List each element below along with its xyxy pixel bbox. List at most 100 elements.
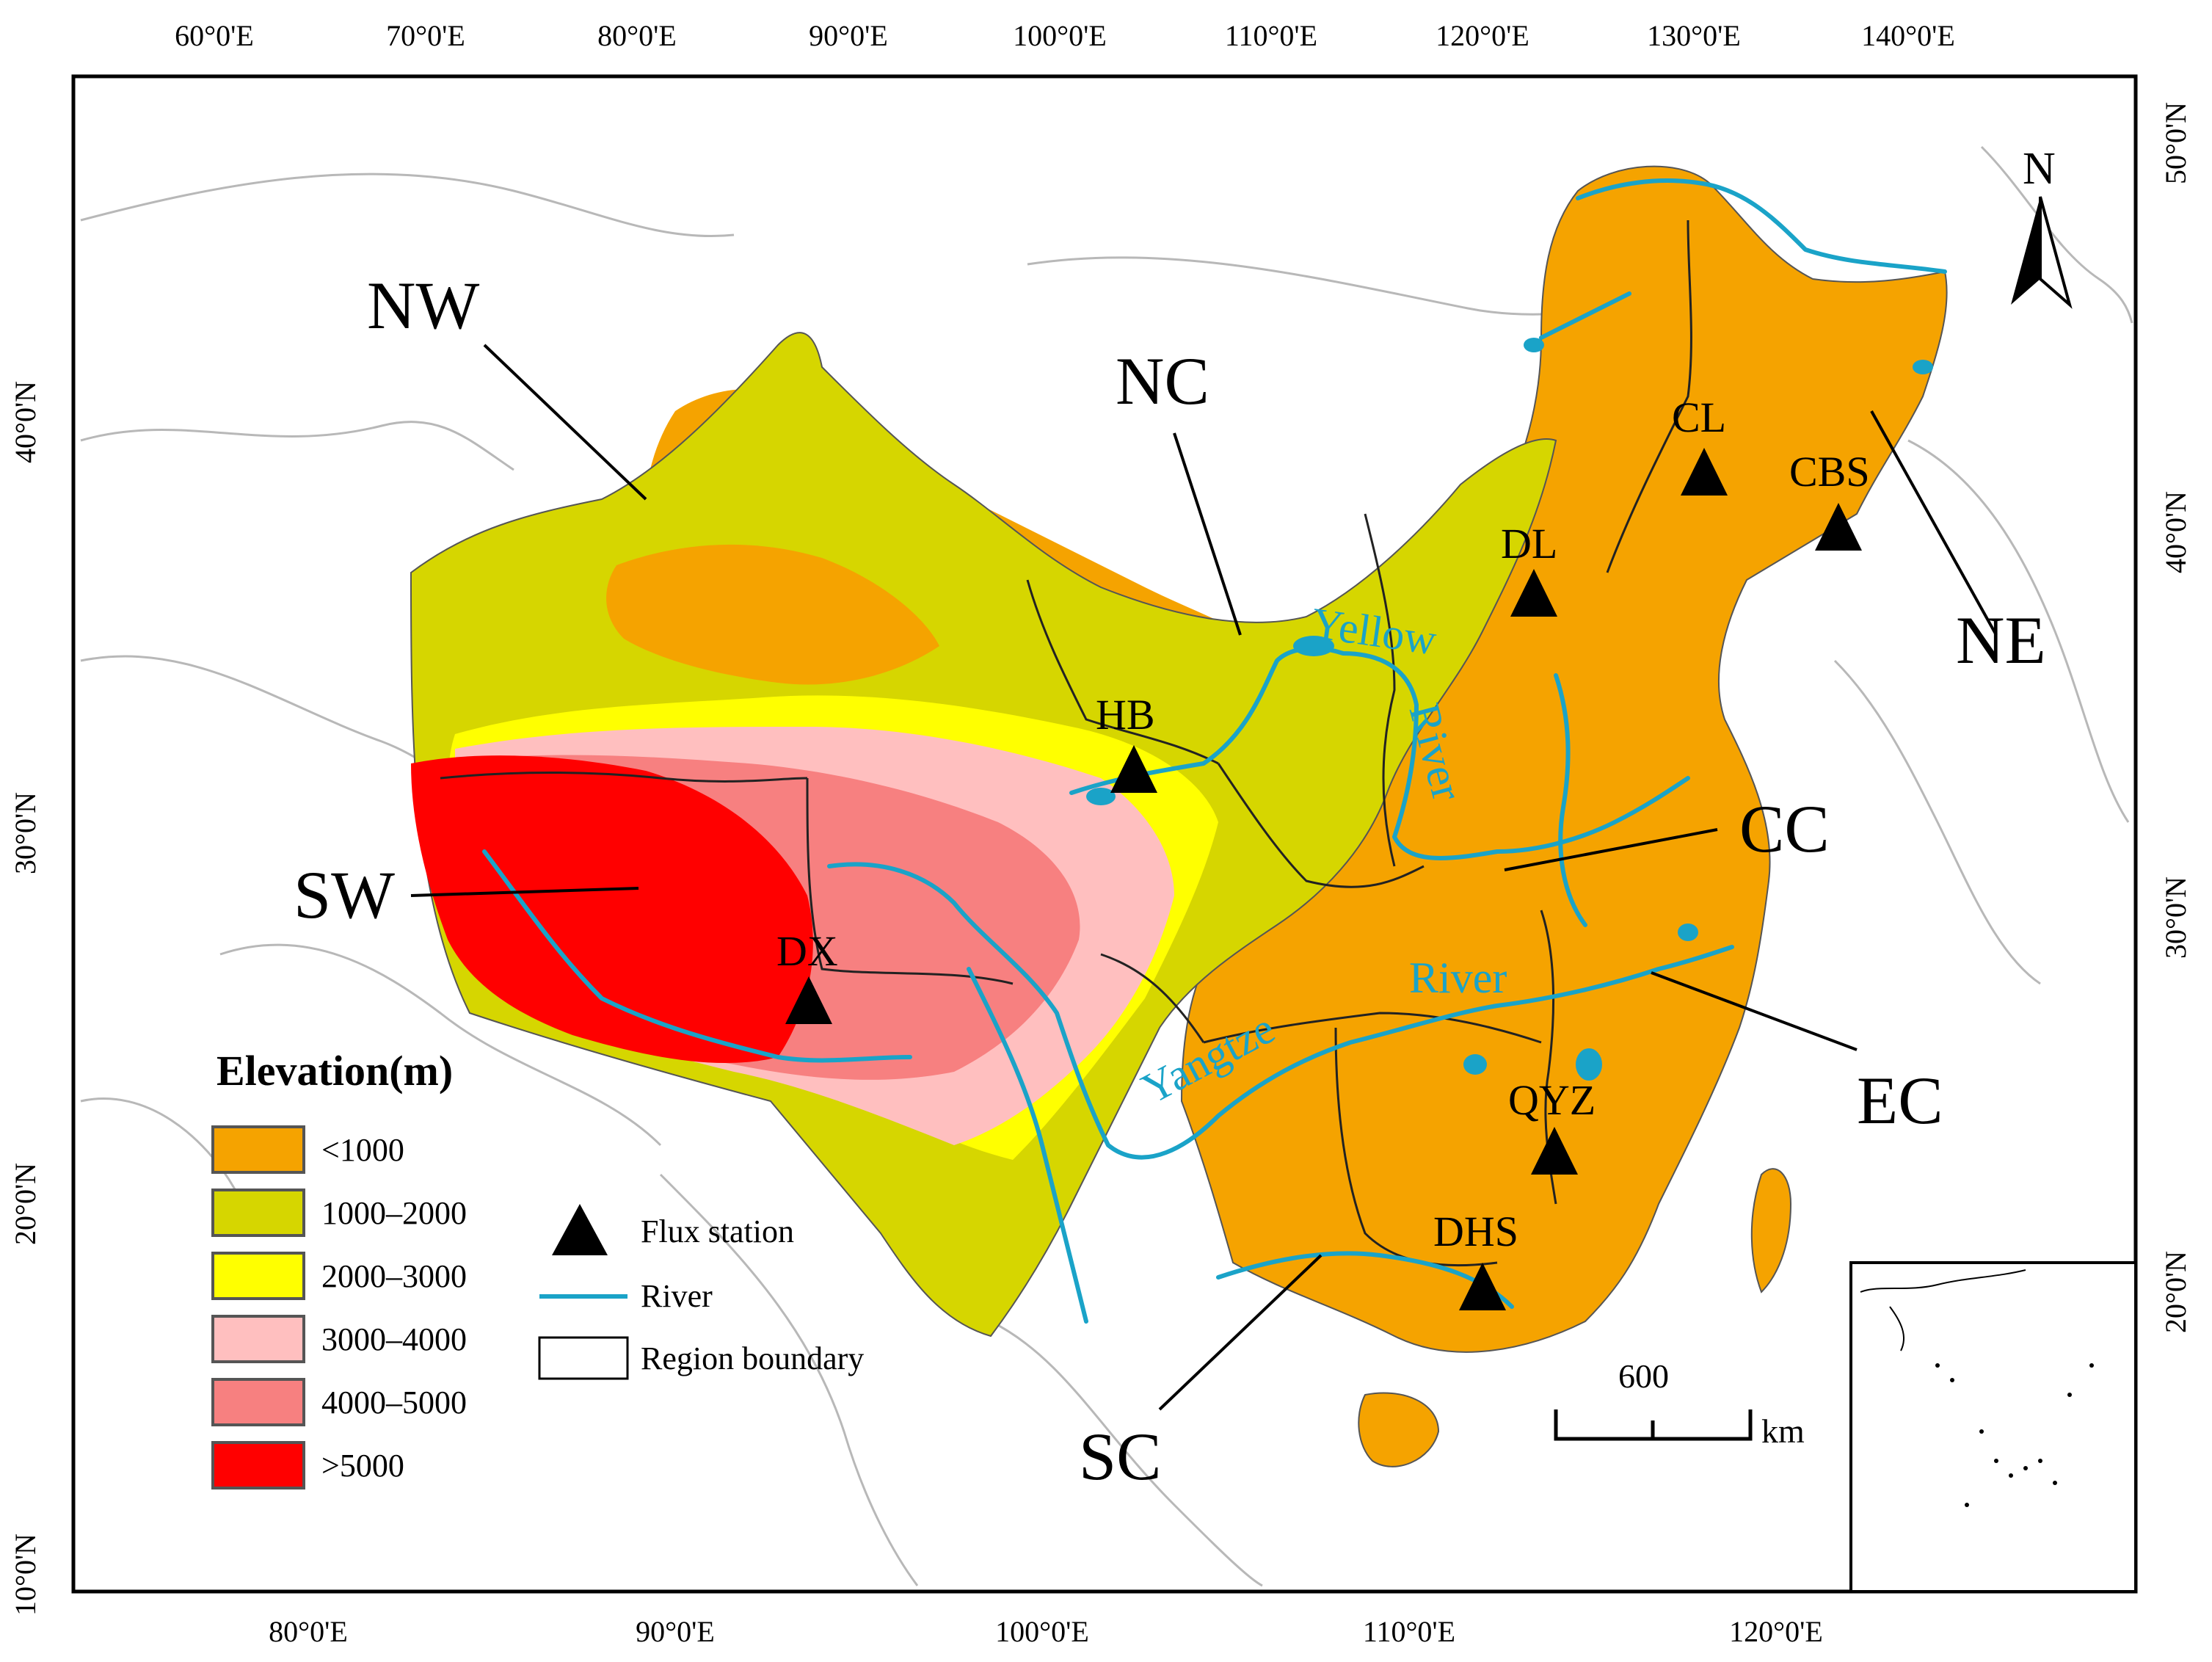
dongting-lake — [1463, 1054, 1487, 1075]
hulun-lake — [1524, 338, 1544, 352]
tick-label-top: 130°0'E — [1647, 19, 1741, 52]
legend-swatch — [211, 1125, 305, 1174]
legend-swatch — [211, 1441, 305, 1489]
north-arrow-left-icon — [2011, 197, 2040, 305]
station-label-qyz: QYZ — [1508, 1076, 1596, 1124]
region-label-cc: CC — [1739, 791, 1830, 866]
scale-bar: 600 km — [1554, 1357, 1805, 1450]
tick-label-top: 110°0'E — [1225, 19, 1317, 52]
elevation-legend: Elevation(m) <1000 1000–2000 2000–3000 3000… — [211, 1047, 467, 1489]
flux-stations: CL CBS DL HB DX QYZ DHS — [776, 393, 1870, 1310]
region-label-nc: NC — [1116, 344, 1209, 418]
station-marker-cbs — [1815, 503, 1862, 551]
station-marker-qyz — [1531, 1127, 1578, 1175]
tick-label-top: 100°0'E — [1013, 19, 1107, 52]
tick-label-left: 30°0'N — [9, 792, 42, 874]
ticks-top: 60°0'E 70°0'E 80°0'E 90°0'E 100°0'E 110°0'E 12… — [175, 19, 1955, 52]
tick-label-left: 10°0'N — [9, 1534, 42, 1616]
legend-swatches: <1000 1000–2000 2000–3000 3000–4000 4000–500… — [211, 1125, 467, 1489]
triangle-icon — [552, 1204, 608, 1255]
north-arrow: N — [2011, 144, 2073, 309]
river-northeast — [1576, 178, 1947, 274]
legend-label: <1000 — [321, 1132, 404, 1168]
tick-label-bottom: 100°0'E — [995, 1615, 1089, 1648]
hainan-island — [1358, 1392, 1440, 1467]
tick-label-bottom: 90°0'E — [636, 1615, 715, 1648]
qinghai-lake — [1086, 788, 1116, 805]
tick-label-top: 80°0'E — [597, 19, 677, 52]
poyang-lake — [1576, 1048, 1602, 1081]
ticks-left: 40°0'N 30°0'N 20°0'N 10°0'N — [9, 381, 42, 1616]
legend-label: >5000 — [321, 1448, 404, 1484]
river-southwest — [482, 849, 912, 1063]
taiwan-island — [1750, 1168, 1792, 1293]
tick-label-right: 50°0'N — [2159, 102, 2192, 184]
station-marker-dhs — [1459, 1263, 1506, 1310]
taihu-lake — [1678, 923, 1698, 941]
tick-label-right: 30°0'N — [2159, 877, 2192, 959]
ticks-right: 50°0'N 40°0'N 30°0'N 20°0'N — [2159, 102, 2192, 1333]
symbol-label-river: River — [641, 1278, 713, 1314]
legend-label: 1000–2000 — [321, 1195, 467, 1231]
tick-label-right: 20°0'N — [2159, 1251, 2192, 1333]
tick-label-top: 140°0'E — [1861, 19, 1955, 52]
legend-swatch — [211, 1315, 305, 1363]
station-marker-dx — [785, 976, 832, 1024]
region-boundary-icon — [538, 1336, 629, 1380]
wuliangsu-lake — [1293, 636, 1334, 656]
legend-swatch — [211, 1252, 305, 1300]
region-label-sw: SW — [294, 857, 395, 932]
legend-label: 4000–5000 — [321, 1385, 467, 1420]
symbol-legend: Flux station River Region boundary — [538, 1204, 864, 1380]
tick-label-top: 90°0'E — [809, 19, 888, 52]
river-mekong — [967, 967, 1088, 1324]
station-label-cl: CL — [1672, 393, 1726, 441]
rivers — [482, 178, 1947, 1324]
yellow-river — [1069, 646, 1690, 860]
station-marker-hb — [1110, 745, 1157, 793]
tick-label-left: 40°0'N — [9, 381, 42, 463]
tick-label-bottom: 120°0'E — [1729, 1615, 1823, 1648]
legend-title: Elevation(m) — [217, 1047, 453, 1095]
region-label-ne: NE — [1956, 603, 2046, 678]
lakes — [1086, 338, 1933, 1081]
lowland-basin — [606, 544, 939, 685]
station-label-dhs: DHS — [1433, 1208, 1518, 1255]
region-label-nw: NW — [367, 268, 479, 343]
legend-label: 2000–3000 — [321, 1258, 467, 1294]
legend-label: 3000–4000 — [321, 1321, 467, 1357]
north-arrow-right-icon — [2039, 196, 2073, 309]
station-marker-cl — [1681, 448, 1728, 496]
station-label-dl: DL — [1501, 520, 1557, 567]
ticks-bottom: 80°0'E 90°0'E 100°0'E 110°0'E 120°0'E — [269, 1615, 1823, 1648]
tick-label-right: 40°0'N — [2159, 491, 2192, 573]
river-north — [1554, 673, 1587, 927]
river-heilongjiang — [1539, 291, 1631, 340]
tick-label-bottom: 80°0'E — [269, 1615, 348, 1648]
station-label-hb: HB — [1096, 691, 1155, 739]
inset-map — [1849, 1261, 2137, 1593]
tick-label-top: 60°0'E — [175, 19, 254, 52]
symbol-label-region-boundary: Region boundary — [641, 1340, 864, 1376]
scale-bar-unit: km — [1761, 1412, 1805, 1450]
station-label-cbs: CBS — [1789, 448, 1870, 496]
region-leaders — [410, 344, 1998, 1411]
river-label-yangtze-river: River — [1409, 954, 1507, 1002]
scale-bar-value: 600 — [1618, 1357, 1669, 1395]
highest-zone — [411, 755, 813, 1064]
xingkai-lake — [1913, 360, 1933, 374]
legend-swatch — [211, 1189, 305, 1237]
yangtze-river — [827, 862, 1734, 1160]
tick-label-top: 120°0'E — [1436, 19, 1529, 52]
station-label-dx: DX — [776, 927, 838, 975]
north-label: N — [2023, 144, 2056, 194]
station-marker-dl — [1510, 569, 1557, 617]
legend-swatch — [211, 1378, 305, 1426]
region-label-ec: EC — [1857, 1063, 1943, 1138]
inset-box — [1849, 1261, 2137, 1593]
region-label-sc: SC — [1079, 1419, 1162, 1494]
symbol-label-flux-station: Flux station — [641, 1213, 794, 1249]
tick-label-bottom: 110°0'E — [1363, 1615, 1455, 1648]
tick-label-left: 20°0'N — [9, 1163, 42, 1245]
